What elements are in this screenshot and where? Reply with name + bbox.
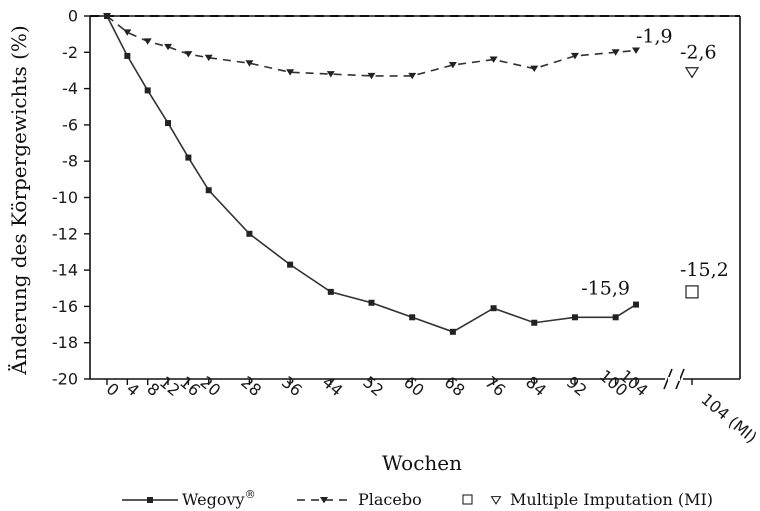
x-tick-label: 52: [359, 372, 387, 400]
annotations: -15,9 -15,2 -1,9 -2,6: [581, 25, 728, 299]
x-tick-label: 20: [197, 372, 225, 400]
y-tick-label: 0: [68, 7, 78, 26]
legend-label-wegovy: Wegovy®: [182, 488, 256, 509]
x-tick-label: 68: [441, 372, 469, 400]
y-tick-label: -16: [52, 297, 78, 316]
legend-marker-mi-square: [462, 494, 473, 505]
series-layer: [103, 13, 640, 335]
x-tick-label: 44: [319, 372, 347, 400]
data-point: [245, 60, 254, 67]
data-point: [204, 54, 213, 62]
data-point: [612, 314, 619, 321]
data-point: [633, 301, 639, 308]
data-point: [570, 52, 579, 60]
data-point: [409, 314, 416, 321]
data-point: [408, 72, 417, 80]
end-value-label: -15,9: [581, 278, 630, 300]
data-point: [143, 38, 152, 45]
data-point: [530, 65, 539, 73]
x-tick-label: 76: [481, 372, 509, 400]
data-point: [287, 261, 294, 268]
data-point: [368, 299, 375, 306]
data-point: [489, 56, 498, 63]
x-axis-title: Wochen: [382, 451, 462, 475]
data-point: [164, 43, 173, 51]
y-tick-label: -6: [62, 115, 78, 134]
data-point: [571, 314, 578, 321]
x-tick-label: 4: [123, 379, 143, 400]
y-tick-label: -8: [62, 152, 78, 171]
data-point: [185, 154, 192, 161]
y-tick-label: -4: [62, 79, 78, 98]
x-tick-label: 92: [563, 372, 591, 400]
x-tick-label: 0: [103, 379, 123, 400]
data-point: [144, 87, 151, 94]
data-point: [184, 51, 193, 58]
data-point: [246, 230, 253, 237]
y-tick-label: -14: [52, 261, 78, 280]
x-tick-label-mi: 104 (MI): [697, 390, 760, 447]
series-placebo: [103, 13, 640, 80]
x-tick-label: 60: [400, 372, 428, 400]
legend-marker-mi-triangle: [490, 496, 502, 505]
data-point: [448, 62, 457, 69]
legend-marker-wegovy: [147, 497, 153, 503]
data-point: [531, 319, 538, 326]
data-point: [124, 52, 131, 59]
y-tick-label: -2: [62, 43, 78, 62]
data-point: [490, 305, 497, 312]
x-tick-label: 84: [522, 372, 550, 400]
y-axis-title: Änderung des Körpergewichts (%): [7, 25, 31, 375]
x-tick-label: 28: [237, 372, 265, 400]
end-value-label: -1,9: [636, 25, 673, 47]
data-point: [611, 49, 620, 56]
axis-break-gap: [668, 377, 680, 381]
y-tick-label: -18: [52, 333, 78, 352]
mi-value-label: -2,6: [680, 41, 717, 63]
y-tick-label: -10: [52, 188, 78, 207]
legend-marker-placebo: [320, 497, 328, 504]
data-point: [449, 328, 456, 335]
data-point: [632, 47, 640, 54]
y-tick-label: -12: [52, 224, 78, 243]
x-tick-label: 36: [278, 372, 306, 400]
mi-value-label: -15,2: [680, 259, 729, 281]
legend-label-mi: Multiple Imputation (MI): [510, 490, 713, 509]
series-line: [106, 15, 637, 77]
y-tick-label: -20: [52, 370, 78, 389]
legend: Wegovy® Placebo Multiple Imputation (MI): [122, 488, 713, 509]
axes: [89, 15, 741, 390]
mi-marker: [685, 285, 699, 299]
data-point: [327, 288, 334, 295]
data-point: [165, 120, 172, 127]
data-point: [326, 71, 335, 78]
series-line: [106, 15, 637, 333]
mi-marker: [684, 67, 700, 79]
y-ticks: 0 -2 -4 -6 -8 -10 -12 -14 -16 -18 -20: [52, 7, 90, 389]
data-point: [205, 187, 212, 194]
data-point: [286, 69, 295, 76]
series-wegovy: [104, 13, 639, 335]
data-point: [367, 72, 376, 80]
data-point: [123, 29, 132, 36]
data-point: [103, 13, 111, 20]
legend-label-placebo: Placebo: [358, 490, 422, 509]
